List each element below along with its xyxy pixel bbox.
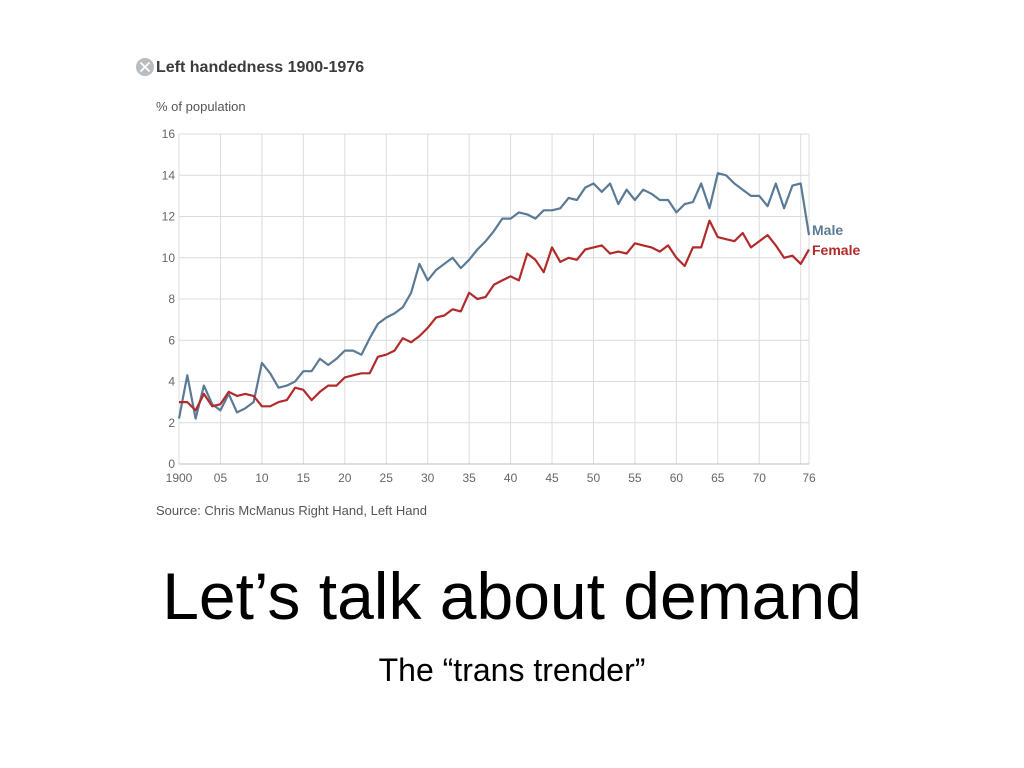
- x-tick-label: 76: [802, 471, 816, 485]
- close-chart-icon[interactable]: [136, 58, 154, 76]
- x-tick-label: 45: [545, 471, 559, 485]
- y-tick-label: 10: [162, 251, 176, 265]
- y-tick-label: 14: [162, 168, 176, 182]
- x-tick-label: 25: [380, 471, 394, 485]
- x-tick-label: 65: [711, 471, 725, 485]
- y-tick-label: 4: [168, 375, 175, 389]
- chart-axes: 0 2 4 6 8 10 12 14 16 1900 05 10 15 20 25 30 35 40 45 50 55 6…: [162, 127, 816, 485]
- x-tick-label: 60: [670, 471, 684, 485]
- slide-subtitle: The “trans trender”: [378, 652, 646, 688]
- y-axis-label: % of population: [156, 99, 246, 114]
- x-tick-label: 15: [297, 471, 311, 485]
- chart-grid: [178, 133, 810, 465]
- y-tick-label: 16: [162, 127, 176, 141]
- x-tick-label: 70: [753, 471, 767, 485]
- x-tick-label: 10: [255, 471, 269, 485]
- legend-label-male: Male: [812, 222, 843, 238]
- x-tick-label: 05: [214, 471, 228, 485]
- x-tick-label: 50: [587, 471, 601, 485]
- y-tick-label: 12: [162, 210, 176, 224]
- x-tick-label: 35: [462, 471, 476, 485]
- x-tick-label: 40: [504, 471, 518, 485]
- chart-title: Left handedness 1900-1976: [156, 59, 364, 76]
- x-tick-label: 20: [338, 471, 352, 485]
- slide-title: Let’s talk about demand: [162, 559, 862, 633]
- x-tick-label: 30: [421, 471, 435, 485]
- y-tick-label: 6: [168, 333, 175, 347]
- chart-series: Male Female: [177, 172, 860, 420]
- series-line-female: [179, 219, 810, 412]
- chart-source: Source: Chris McManus Right Hand, Left H…: [156, 503, 427, 518]
- y-tick-label: 2: [168, 416, 175, 430]
- y-tick-label: 8: [168, 292, 175, 306]
- legend-label-female: Female: [812, 242, 860, 258]
- x-tick-label: 55: [628, 471, 642, 485]
- series-line-male: [177, 172, 811, 420]
- x-tick-label: 1900: [166, 471, 193, 485]
- y-tick-label: 0: [168, 457, 175, 471]
